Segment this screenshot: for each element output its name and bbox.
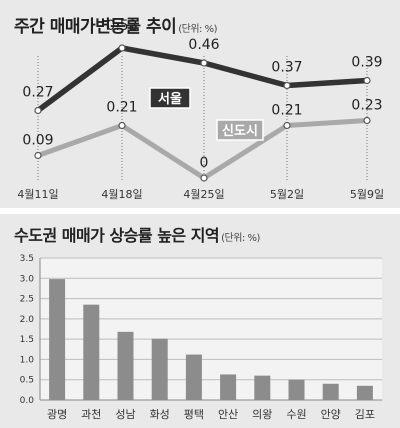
data-point xyxy=(34,106,42,115)
series-badge-label: 서울 xyxy=(158,91,182,107)
bar xyxy=(322,383,339,400)
bar xyxy=(83,304,100,400)
line-chart: 4월11일 4월18일 4월25일 5월2일 5월9일 0.27 0.52 0.46 0.37 0… xyxy=(17,18,384,201)
weekly-chart-unit: (단위: %) xyxy=(178,24,218,35)
weekly-chart-title: 주간 매매가변동률 추이 (단위: %) xyxy=(14,12,218,37)
data-point xyxy=(363,116,371,125)
bar xyxy=(117,331,134,400)
data-point xyxy=(34,151,42,160)
data-point xyxy=(363,76,371,85)
x-tick-label: 5월9일 xyxy=(350,187,384,201)
x-tick-label: 안산 xyxy=(218,408,238,421)
data-label: 0.39 xyxy=(351,55,382,71)
bar xyxy=(185,354,202,400)
region-chart-unit: (단위: %) xyxy=(221,233,260,244)
x-tick-label: 성남 xyxy=(115,408,135,421)
x-tick-label: 4월18일 xyxy=(101,187,142,201)
data-point xyxy=(283,121,291,130)
bar xyxy=(254,375,271,400)
y-tick-label: 2.0 xyxy=(20,315,35,325)
y-tick-label: 1.0 xyxy=(20,355,35,365)
y-tick-label: 0.5 xyxy=(20,376,34,386)
data-point xyxy=(283,81,291,90)
bar xyxy=(220,374,237,400)
x-tick-label: 화성 xyxy=(150,408,170,421)
weekly-change-chart-panel: 주간 매매가변동률 추이 (단위: %) 4월11일 4월18일 4월25일 5월2일 5… xyxy=(0,0,400,208)
x-tick-label: 5월2일 xyxy=(270,187,304,201)
y-tick-label: 3.0 xyxy=(20,274,35,284)
data-label: 0 xyxy=(200,155,209,171)
series-badge-box xyxy=(149,87,191,109)
x-tick-label: 광명 xyxy=(47,408,67,421)
region-chart-title: 수도권 매매가 상승률 높은 지역 (단위: %) xyxy=(14,222,260,246)
weekly-chart-title-text: 주간 매매가변동률 추이 xyxy=(14,17,177,37)
data-label: 0.52 xyxy=(106,18,137,34)
series-badge-box xyxy=(216,119,264,141)
data-label: 0.46 xyxy=(188,37,219,53)
y-tick-label: 0.0 xyxy=(20,396,35,406)
x-tick-label: 수원 xyxy=(286,408,306,421)
data-label: 0.21 xyxy=(271,103,302,119)
region-chart-title-text: 수도권 매매가 상승률 높은 지역 xyxy=(14,226,220,245)
x-tick-label: 안양 xyxy=(321,408,341,421)
data-point xyxy=(118,121,126,130)
x-tick-label: 의왕 xyxy=(252,408,272,421)
bar xyxy=(151,338,168,400)
y-tick-label: 3.5 xyxy=(20,254,34,264)
bar xyxy=(356,385,373,400)
bar-chart: 0.0 0.5 1.0 1.5 2.0 2.5 3.0 3.5 광명 과천 성남 화성 평택 안산 의왕 수원… xyxy=(20,254,382,421)
bar xyxy=(49,279,66,400)
y-tick-label: 2.5 xyxy=(20,295,34,305)
data-point xyxy=(200,59,208,67)
x-tick-label: 김포 xyxy=(355,408,375,421)
data-label: 0.37 xyxy=(271,60,302,76)
data-point xyxy=(200,174,208,182)
data-label: 0.27 xyxy=(22,85,53,101)
x-tick-label: 평택 xyxy=(184,408,204,421)
series-badge-label: 신도시 xyxy=(222,124,258,139)
x-tick-label: 과천 xyxy=(81,407,101,421)
data-label: 0.21 xyxy=(106,100,137,116)
region-rise-chart-panel: 수도권 매매가 상승률 높은 지역 (단위: %) 0.0 0.5 1.0 1.5 2.0… xyxy=(0,214,400,428)
y-tick-label: 1.5 xyxy=(20,335,34,345)
bar xyxy=(288,379,305,400)
series-line-seoul xyxy=(35,45,370,114)
data-point xyxy=(118,44,126,52)
x-tick-label: 4월25일 xyxy=(183,187,224,201)
data-label: 0.23 xyxy=(351,98,382,114)
x-tick-label: 4월11일 xyxy=(17,187,58,201)
data-label: 0.09 xyxy=(22,133,53,149)
